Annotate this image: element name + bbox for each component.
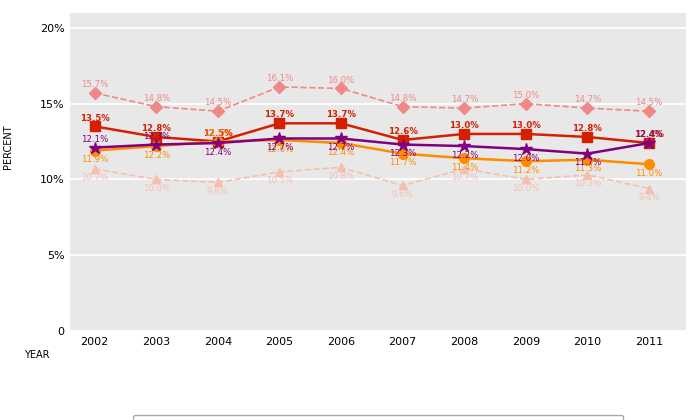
- Text: 13.7%: 13.7%: [265, 110, 295, 119]
- Text: 13.0%: 13.0%: [511, 121, 540, 130]
- Text: 10.3%: 10.3%: [574, 179, 601, 189]
- Text: 12.7%: 12.7%: [328, 143, 355, 152]
- Legend: Shelby County
Total, Shelby County
Black, Shelby County
White, Tennessee
Total, : Shelby County Total, Shelby County Black…: [133, 415, 623, 420]
- Text: 12.1%: 12.1%: [81, 135, 108, 144]
- Text: 13.7%: 13.7%: [326, 110, 356, 119]
- Text: 12.7%: 12.7%: [266, 143, 293, 152]
- Text: 12.3%: 12.3%: [389, 149, 416, 158]
- Text: 14.7%: 14.7%: [451, 95, 478, 104]
- Text: 14.5%: 14.5%: [204, 98, 232, 108]
- Text: 12.4%: 12.4%: [328, 147, 355, 157]
- Text: 10.7%: 10.7%: [81, 173, 108, 182]
- Text: 13.5%: 13.5%: [80, 113, 109, 123]
- Text: PERCENT: PERCENT: [4, 125, 13, 169]
- Text: 12.6%: 12.6%: [266, 144, 293, 154]
- Text: 11.3%: 11.3%: [574, 164, 601, 173]
- Text: 9.8%: 9.8%: [207, 187, 229, 196]
- Text: 12.0%: 12.0%: [512, 154, 540, 163]
- Text: 12.6%: 12.6%: [388, 127, 418, 136]
- Text: 9.6%: 9.6%: [392, 190, 414, 199]
- Text: 12.2%: 12.2%: [143, 151, 170, 160]
- Text: 14.8%: 14.8%: [143, 94, 170, 103]
- Text: 9.4%: 9.4%: [638, 193, 660, 202]
- Text: 14.7%: 14.7%: [574, 95, 601, 104]
- Text: 11.2%: 11.2%: [512, 166, 540, 175]
- Text: 12.4%: 12.4%: [634, 130, 664, 139]
- Text: 11.9%: 11.9%: [81, 155, 108, 164]
- Text: 16.0%: 16.0%: [328, 76, 355, 84]
- Text: 12.5%: 12.5%: [204, 129, 232, 138]
- Text: 12.4%: 12.4%: [636, 130, 663, 139]
- Text: 10.0%: 10.0%: [143, 184, 170, 193]
- Text: 12.8%: 12.8%: [141, 124, 172, 133]
- Text: 12.4%: 12.4%: [204, 147, 232, 157]
- Text: 10.5%: 10.5%: [266, 176, 293, 186]
- Text: 10.8%: 10.8%: [328, 172, 355, 181]
- Text: YEAR: YEAR: [25, 350, 50, 360]
- Text: 15.0%: 15.0%: [512, 91, 540, 100]
- Text: 12.5%: 12.5%: [203, 129, 232, 138]
- Text: 14.8%: 14.8%: [389, 94, 416, 103]
- Text: 11.7%: 11.7%: [389, 158, 416, 167]
- Text: 15.7%: 15.7%: [81, 80, 108, 89]
- Text: 14.5%: 14.5%: [636, 98, 663, 108]
- Text: 11.7%: 11.7%: [574, 158, 601, 167]
- Text: 10.7%: 10.7%: [451, 173, 478, 182]
- Text: 12.2%: 12.2%: [451, 151, 478, 160]
- Text: 12.8%: 12.8%: [573, 124, 603, 133]
- Text: 13.0%: 13.0%: [449, 121, 479, 130]
- Text: 12.3%: 12.3%: [143, 132, 170, 141]
- Text: 10.0%: 10.0%: [512, 184, 540, 193]
- Text: 11.0%: 11.0%: [636, 169, 663, 178]
- Text: 16.1%: 16.1%: [266, 74, 293, 83]
- Text: 11.4%: 11.4%: [451, 163, 478, 172]
